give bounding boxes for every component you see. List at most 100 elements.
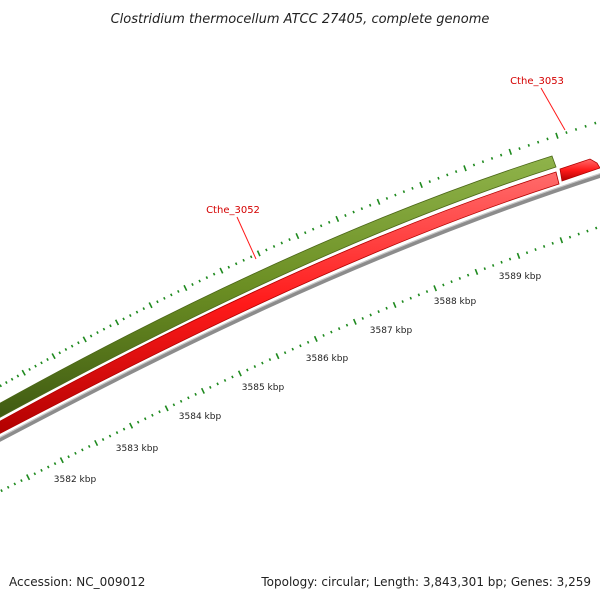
inner-tick [13, 482, 17, 486]
outer-tick [428, 180, 431, 184]
inner-tick [46, 465, 50, 469]
inner-tick [306, 340, 310, 344]
forward-feature-bar[interactable] [0, 155, 557, 420]
inner-tick [129, 422, 134, 429]
outer-tick [82, 336, 87, 343]
genome-backbone-highlight [0, 173, 600, 439]
inner-tick [158, 410, 161, 414]
inner-tick [115, 431, 119, 435]
outer-tick [205, 276, 209, 280]
outer-tick [335, 215, 340, 222]
outer-tick [177, 289, 180, 293]
outer-tick [156, 300, 159, 304]
outer-tick [437, 176, 440, 180]
inner-tick [466, 273, 470, 277]
inner-tick [20, 479, 23, 483]
outer-tick [219, 267, 224, 274]
genome-backbone [0, 173, 600, 442]
inner-tick [164, 405, 169, 412]
inner-tick [74, 451, 77, 455]
reverse-feature-bar-cthe-3052[interactable] [0, 171, 560, 436]
inner-tick [352, 318, 357, 325]
inner-tick [87, 444, 91, 448]
kbp-label: 3584 kbp [179, 412, 222, 422]
inner-tick [194, 392, 197, 396]
outer-tick [311, 227, 315, 231]
outer-tick [109, 324, 112, 328]
outer-tick [594, 121, 597, 125]
inner-tick [577, 232, 580, 236]
outer-tick [198, 279, 201, 283]
inner-tick [450, 280, 453, 284]
outer-tick [527, 143, 530, 147]
accession-text: Accession: NC_009012 [9, 575, 145, 589]
kbp-label: 3588 kbp [434, 297, 477, 307]
outer-tick [21, 369, 26, 376]
outer-tick [565, 131, 568, 135]
inner-tick [551, 241, 554, 245]
inner-tick [369, 313, 372, 317]
outer-tick [16, 374, 20, 378]
kbp-label: 3589 kbp [499, 272, 542, 282]
inner-tick [542, 244, 546, 248]
outer-tick [454, 170, 458, 174]
outer-tick [490, 156, 494, 160]
inner-tick [33, 472, 37, 476]
outer-tick [280, 241, 284, 245]
outer-tick [344, 214, 347, 217]
reverse-feature-bar-cthe-3053[interactable] [559, 158, 600, 182]
inner-tick-ring [0, 226, 598, 493]
outer-tick [163, 296, 166, 300]
inner-tick [275, 353, 280, 360]
outer-tick [256, 250, 261, 257]
inner-tick [417, 293, 421, 297]
outer-tick [555, 132, 559, 139]
inner-tick [283, 351, 287, 355]
inner-tick [200, 387, 205, 394]
inner-tick [458, 276, 462, 280]
inner-tick [151, 413, 154, 417]
outer-tick [446, 173, 449, 177]
inner-tick [40, 468, 43, 472]
inner-tick [53, 462, 57, 466]
kbp-label: 3585 kbp [242, 383, 285, 393]
outer-tick [77, 341, 80, 345]
outer-tick [272, 244, 276, 248]
outer-tick [508, 148, 513, 155]
outer-tick [51, 353, 56, 360]
inner-tick [101, 438, 105, 442]
outer-tick [518, 147, 521, 151]
inner-tick [231, 375, 234, 379]
inner-tick [595, 226, 598, 230]
outer-tick [129, 314, 132, 317]
outer-tick-ring [0, 121, 597, 388]
outer-tick [58, 351, 62, 355]
outer-tick [304, 231, 307, 235]
outer-tick [70, 344, 74, 348]
outer-tick [46, 358, 49, 361]
inner-tick [474, 268, 479, 275]
inner-tick [223, 378, 227, 382]
outer-tick [142, 307, 146, 311]
inner-tick [122, 427, 126, 431]
kbp-label: 3587 kbp [370, 326, 413, 336]
outer-tick [170, 293, 173, 297]
inner-tick [268, 358, 272, 362]
inner-tick [261, 361, 264, 365]
inner-tick [299, 344, 302, 348]
inner-tick [425, 290, 429, 294]
outer-tick [265, 248, 268, 252]
outer-tick [402, 190, 406, 194]
inner-tick [433, 285, 438, 292]
inner-tick [216, 382, 219, 386]
inner-tick [508, 257, 512, 261]
inner-tick [136, 420, 140, 424]
inner-tick [179, 399, 183, 403]
gene-label-cthe-3053[interactable]: Cthe_3053 [510, 76, 564, 87]
outer-tick [234, 262, 238, 266]
outer-tick [288, 238, 291, 242]
inner-tick [172, 403, 176, 407]
inner-tick [483, 267, 486, 271]
gene-label-cthe-3052[interactable]: Cthe_3052 [206, 205, 260, 216]
inner-tick [401, 300, 404, 304]
